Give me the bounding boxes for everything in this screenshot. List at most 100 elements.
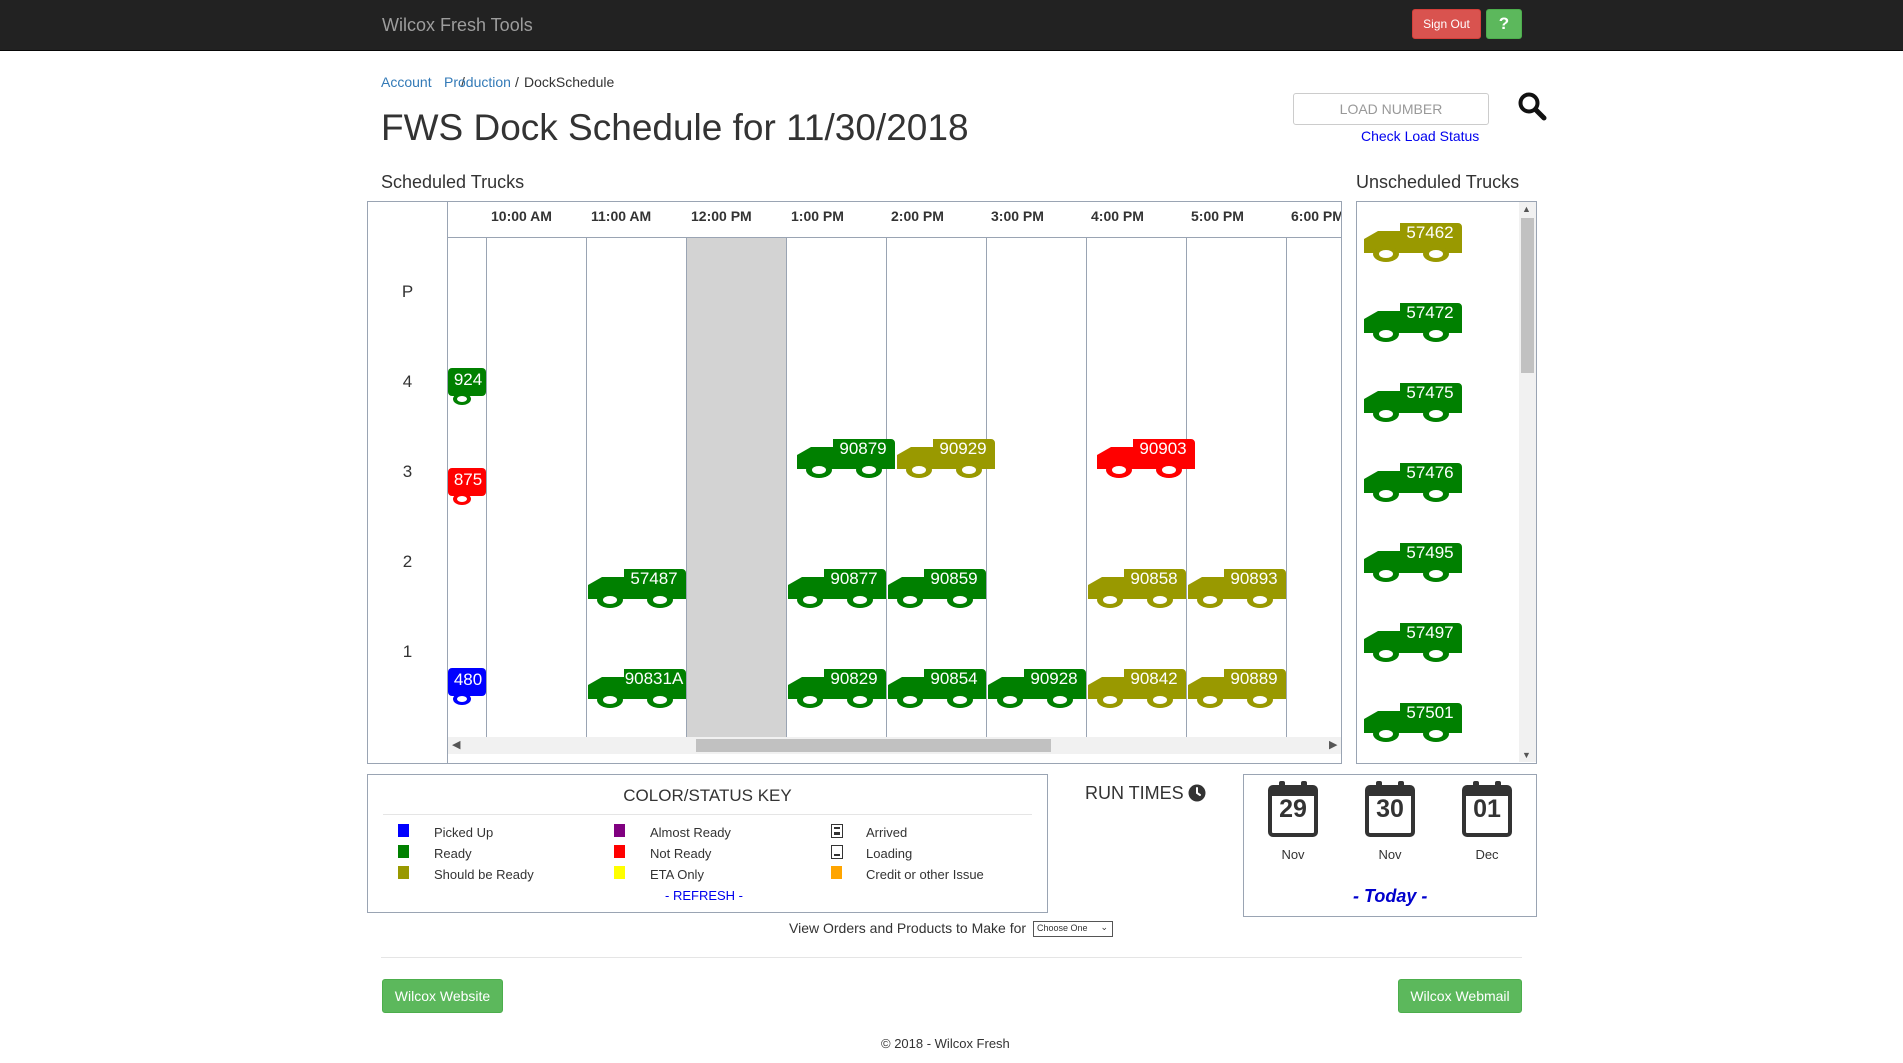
- truck-number: 57495: [1406, 543, 1454, 562]
- truck-card[interactable]: 90842: [1088, 667, 1186, 709]
- truck-card[interactable]: 57462: [1364, 221, 1462, 263]
- key-label: Should be Ready: [434, 867, 534, 882]
- truck-card[interactable]: 90893: [1188, 567, 1286, 609]
- grid-line: [1286, 238, 1287, 738]
- calendar-day-icon[interactable]: 30: [1365, 781, 1415, 837]
- hour-label: 2:00 PM: [891, 208, 944, 224]
- scroll-down-icon[interactable]: ▼: [1522, 750, 1531, 760]
- breadcrumb-production[interactable]: Production: [444, 74, 511, 90]
- hour-label: 4:00 PM: [1091, 208, 1144, 224]
- truck-card[interactable]: 90929: [897, 437, 995, 479]
- hour-label: 10:00 AM: [491, 208, 552, 224]
- scroll-left-icon[interactable]: ◀: [452, 739, 461, 751]
- hour-label: 6:00 PM: [1291, 208, 1341, 224]
- truck-number: 57487: [630, 569, 678, 588]
- truck-number: 57462: [1406, 223, 1454, 242]
- truck-card[interactable]: 57475: [1364, 381, 1462, 423]
- today-link[interactable]: - Today -: [1353, 886, 1428, 906]
- unscheduled-panel: [1356, 201, 1537, 764]
- calendar-day-icon[interactable]: 29: [1268, 781, 1318, 837]
- truck-card[interactable]: 57476: [1364, 461, 1462, 503]
- truck-number: 90858: [1130, 569, 1178, 588]
- dock-label: P: [401, 282, 414, 301]
- dock-label: 2: [402, 552, 413, 571]
- truck-card[interactable]: 90854: [888, 667, 986, 709]
- breadcrumb-separator: /: [515, 74, 519, 90]
- truck-number: 90928: [1030, 669, 1078, 688]
- truck-card[interactable]: 90879: [797, 437, 895, 479]
- truck-number: 90829: [830, 669, 878, 688]
- wilcox-webmail-button[interactable]: Wilcox Webmail: [1398, 979, 1522, 1013]
- truck-card[interactable]: 90928: [988, 667, 1086, 709]
- status-swatch: [614, 845, 625, 858]
- truck-number: 90929: [939, 439, 987, 458]
- status-swatch: [398, 824, 409, 837]
- truck-card[interactable]: 90877: [788, 567, 886, 609]
- key-label: Loading: [866, 846, 913, 861]
- grid-line: [586, 238, 587, 738]
- search-icon[interactable]: [1517, 91, 1547, 121]
- date-picker-panel: [1243, 774, 1537, 917]
- calendar-month-label: Nov: [1281, 847, 1305, 862]
- sign-out-button[interactable]: Sign Out: [1412, 9, 1481, 39]
- loading-icon: [831, 845, 843, 859]
- hour-label: 11:00 AM: [591, 208, 652, 224]
- hour-label: 1:00 PM: [791, 208, 844, 224]
- status-swatch: [398, 845, 409, 858]
- breadcrumb-account[interactable]: Account: [381, 74, 432, 90]
- truck-card[interactable]: 90889: [1188, 667, 1286, 709]
- run-times-label: RUN TIMES: [1085, 783, 1184, 803]
- vertical-scroll-thumb[interactable]: [1521, 218, 1534, 373]
- dock-label: 4: [402, 372, 413, 391]
- truck-number: 90842: [1130, 669, 1178, 688]
- truck-card[interactable]: 57501: [1364, 701, 1462, 743]
- truck-card[interactable]: 57487: [588, 567, 686, 609]
- load-number-input[interactable]: [1293, 93, 1489, 125]
- select-value: Choose One: [1037, 923, 1088, 933]
- key-label: Arrived: [866, 825, 908, 840]
- calendar-day-number: 01: [1473, 795, 1501, 823]
- check-load-status-link[interactable]: Check Load Status: [1361, 128, 1480, 144]
- truck-number: 90903: [1139, 439, 1187, 458]
- truck-card[interactable]: 90829: [788, 667, 886, 709]
- lunch-block: [686, 238, 787, 738]
- key-label: ETA Only: [650, 867, 704, 882]
- calendar-day-number: 30: [1376, 795, 1404, 823]
- brand-title[interactable]: Wilcox Fresh Tools: [382, 15, 533, 35]
- hour-label: 3:00 PM: [991, 208, 1044, 224]
- scroll-up-icon[interactable]: ▲: [1522, 204, 1531, 214]
- truck-number: 90889: [1230, 669, 1278, 688]
- truck-card[interactable]: 57495: [1364, 541, 1462, 583]
- breadcrumb-current: DockSchedule: [524, 74, 615, 90]
- header-divider: [448, 237, 1341, 238]
- key-divider: [383, 814, 1032, 815]
- page-title: FWS Dock Schedule for 11/30/2018: [381, 107, 969, 148]
- grid-line: [1086, 238, 1087, 738]
- truck-card[interactable]: 90858: [1088, 567, 1186, 609]
- calendar-day-icon[interactable]: 01: [1462, 781, 1512, 837]
- key-label: Ready: [434, 846, 472, 861]
- truck-card[interactable]: 480: [448, 668, 488, 708]
- grid-line: [786, 238, 787, 738]
- truck-card[interactable]: 924: [448, 368, 488, 408]
- orders-date-select[interactable]: Choose One ⌄: [1033, 921, 1113, 937]
- scroll-right-icon[interactable]: ▶: [1329, 739, 1338, 751]
- truck-card[interactable]: 875: [448, 468, 488, 508]
- breadcrumb-separator: /: [461, 74, 465, 90]
- truck-card[interactable]: 57497: [1364, 621, 1462, 663]
- truck-card[interactable]: 90859: [888, 567, 986, 609]
- help-button[interactable]: ?: [1486, 9, 1522, 39]
- truck-card[interactable]: 90903: [1097, 437, 1195, 479]
- horizontal-scroll-thumb[interactable]: [696, 739, 1051, 752]
- status-swatch: [831, 866, 842, 879]
- truck-card[interactable]: 57472: [1364, 301, 1462, 343]
- clock-icon[interactable]: [1188, 784, 1206, 802]
- calendar-month-label: Nov: [1378, 847, 1402, 862]
- truck-card[interactable]: 90831A: [588, 667, 686, 709]
- calendar-month-label: Dec: [1475, 847, 1499, 862]
- wilcox-website-button[interactable]: Wilcox Website: [382, 979, 503, 1013]
- truck-number: 90893: [1230, 569, 1278, 588]
- refresh-link[interactable]: - REFRESH -: [665, 888, 743, 903]
- truck-number: 875: [453, 470, 483, 489]
- truck-body: [448, 468, 486, 496]
